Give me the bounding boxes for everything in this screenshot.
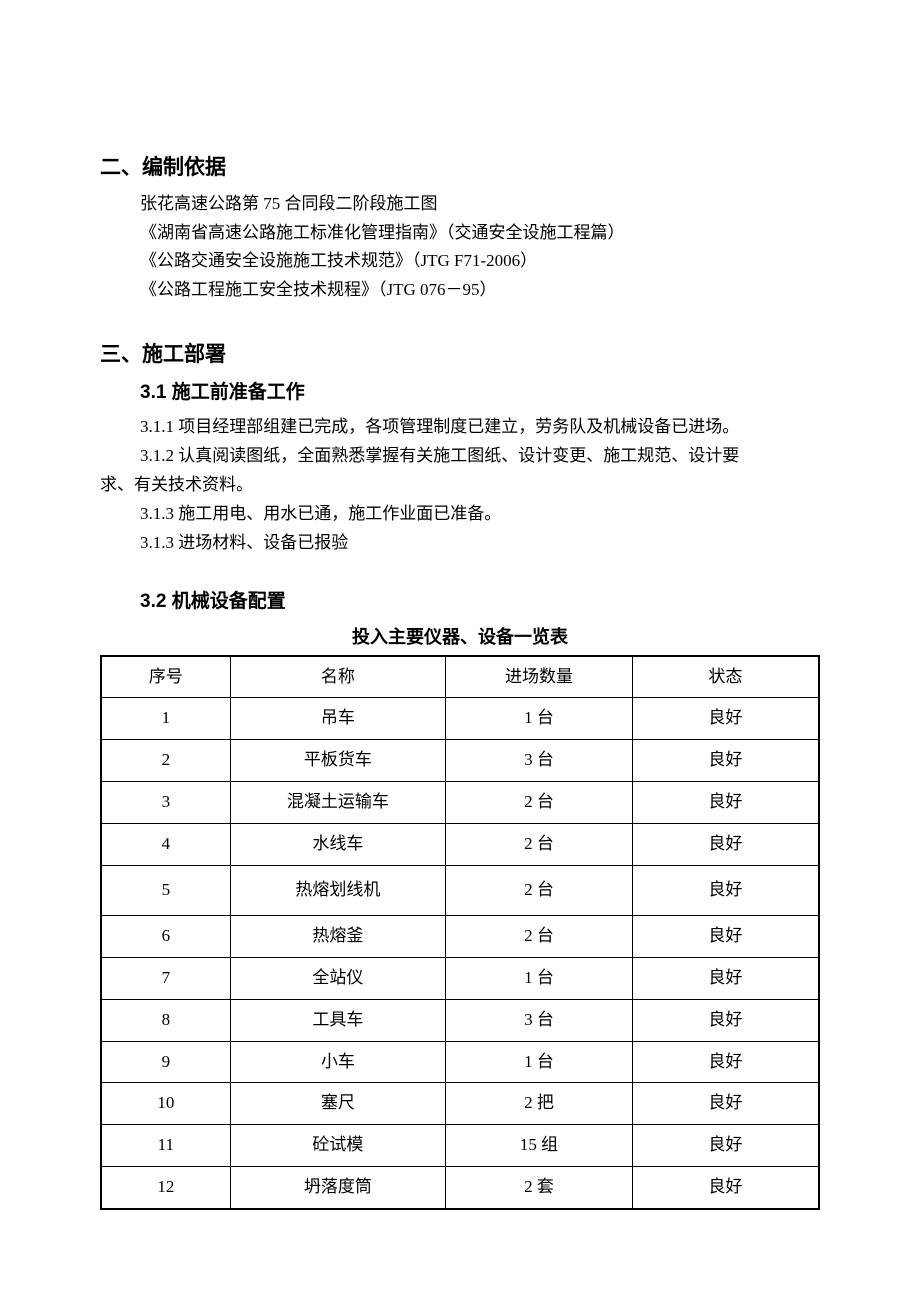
para-3-1-3a: 3.1.3 施工用电、用水已通，施工作业面已准备。 xyxy=(100,500,820,529)
para-3-1-3b: 3.1.3 进场材料、设备已报验 xyxy=(100,529,820,558)
para-3-1-2-line2: 求、有关技术资料。 xyxy=(100,471,820,500)
cell-name: 热熔釜 xyxy=(230,915,445,957)
cell-status: 良好 xyxy=(632,915,819,957)
table-row: 7 全站仪 1 台 良好 xyxy=(101,957,819,999)
cell-seq: 3 xyxy=(101,782,230,824)
table-row: 2 平板货车 3 台 良好 xyxy=(101,740,819,782)
cell-qty: 2 台 xyxy=(446,824,633,866)
section-3-heading: 三、施工部署 xyxy=(100,337,820,373)
cell-status: 良好 xyxy=(632,782,819,824)
col-header-seq: 序号 xyxy=(101,656,230,698)
cell-name: 吊车 xyxy=(230,698,445,740)
cell-seq: 9 xyxy=(101,1041,230,1083)
cell-qty: 2 把 xyxy=(446,1083,633,1125)
cell-seq: 2 xyxy=(101,740,230,782)
cell-name: 坍落度筒 xyxy=(230,1167,445,1209)
table-row: 8 工具车 3 台 良好 xyxy=(101,999,819,1041)
cell-qty: 3 台 xyxy=(446,999,633,1041)
section-2-heading: 二、编制依据 xyxy=(100,150,820,186)
table-row: 12 坍落度筒 2 套 良好 xyxy=(101,1167,819,1209)
cell-seq: 4 xyxy=(101,824,230,866)
cell-seq: 6 xyxy=(101,915,230,957)
section-3-construction-deployment: 三、施工部署 3.1 施工前准备工作 3.1.1 项目经理部组建已完成，各项管理… xyxy=(100,337,820,1210)
table-row: 10 塞尺 2 把 良好 xyxy=(101,1083,819,1125)
cell-name: 水线车 xyxy=(230,824,445,866)
cell-status: 良好 xyxy=(632,866,819,916)
cell-name: 全站仪 xyxy=(230,957,445,999)
cell-qty: 2 套 xyxy=(446,1167,633,1209)
cell-status: 良好 xyxy=(632,1125,819,1167)
cell-qty: 3 台 xyxy=(446,740,633,782)
spacer xyxy=(100,558,820,586)
cell-status: 良好 xyxy=(632,698,819,740)
table-row: 3 混凝土运输车 2 台 良好 xyxy=(101,782,819,824)
cell-status: 良好 xyxy=(632,740,819,782)
cell-status: 良好 xyxy=(632,1041,819,1083)
cell-seq: 5 xyxy=(101,866,230,916)
cell-qty: 15 组 xyxy=(446,1125,633,1167)
cell-status: 良好 xyxy=(632,1083,819,1125)
col-header-name: 名称 xyxy=(230,656,445,698)
table-row: 11 砼试模 15 组 良好 xyxy=(101,1125,819,1167)
section-3-2-heading: 3.2 机械设备配置 xyxy=(100,586,820,618)
para-3-1-2-line1: 3.1.2 认真阅读图纸，全面熟悉掌握有关施工图纸、设计变更、施工规范、设计要 xyxy=(100,442,820,471)
section-2-body: 张花高速公路第 75 合同段二阶段施工图 《湖南省高速公路施工标准化管理指南》（… xyxy=(100,190,820,306)
cell-seq: 8 xyxy=(101,999,230,1041)
cell-status: 良好 xyxy=(632,1167,819,1209)
cell-name: 砼试模 xyxy=(230,1125,445,1167)
cell-qty: 2 台 xyxy=(446,915,633,957)
cell-qty: 2 台 xyxy=(446,782,633,824)
basis-line: 张花高速公路第 75 合同段二阶段施工图 xyxy=(140,190,820,219)
col-header-status: 状态 xyxy=(632,656,819,698)
cell-seq: 12 xyxy=(101,1167,230,1209)
cell-status: 良好 xyxy=(632,824,819,866)
section-2-compilation-basis: 二、编制依据 张花高速公路第 75 合同段二阶段施工图 《湖南省高速公路施工标准… xyxy=(100,150,820,305)
table-row: 5 热熔划线机 2 台 良好 xyxy=(101,866,819,916)
cell-seq: 11 xyxy=(101,1125,230,1167)
basis-line: 《公路交通安全设施施工技术规范》（JTG F71-2006） xyxy=(140,247,820,276)
table-row: 1 吊车 1 台 良好 xyxy=(101,698,819,740)
equipment-table: 序号 名称 进场数量 状态 1 吊车 1 台 良好 2 平板货车 3 台 良好 … xyxy=(100,655,820,1211)
cell-seq: 10 xyxy=(101,1083,230,1125)
cell-seq: 7 xyxy=(101,957,230,999)
cell-status: 良好 xyxy=(632,999,819,1041)
cell-qty: 1 台 xyxy=(446,1041,633,1083)
section-3-1-heading: 3.1 施工前准备工作 xyxy=(100,377,820,409)
cell-name: 混凝土运输车 xyxy=(230,782,445,824)
cell-name: 平板货车 xyxy=(230,740,445,782)
basis-line: 《湖南省高速公路施工标准化管理指南》（交通安全设施工程篇） xyxy=(140,219,820,248)
equipment-table-caption: 投入主要仪器、设备一览表 xyxy=(100,622,820,653)
cell-qty: 1 台 xyxy=(446,698,633,740)
table-row: 4 水线车 2 台 良好 xyxy=(101,824,819,866)
cell-qty: 2 台 xyxy=(446,866,633,916)
col-header-qty: 进场数量 xyxy=(446,656,633,698)
para-3-1-1: 3.1.1 项目经理部组建已完成，各项管理制度已建立，劳务队及机械设备已进场。 xyxy=(100,413,820,442)
cell-qty: 1 台 xyxy=(446,957,633,999)
cell-name: 小车 xyxy=(230,1041,445,1083)
table-row: 6 热熔釜 2 台 良好 xyxy=(101,915,819,957)
cell-status: 良好 xyxy=(632,957,819,999)
cell-name: 工具车 xyxy=(230,999,445,1041)
cell-name: 热熔划线机 xyxy=(230,866,445,916)
basis-line: 《公路工程施工安全技术规程》（JTG 076－95） xyxy=(140,276,820,305)
table-row: 9 小车 1 台 良好 xyxy=(101,1041,819,1083)
cell-seq: 1 xyxy=(101,698,230,740)
cell-name: 塞尺 xyxy=(230,1083,445,1125)
table-header-row: 序号 名称 进场数量 状态 xyxy=(101,656,819,698)
